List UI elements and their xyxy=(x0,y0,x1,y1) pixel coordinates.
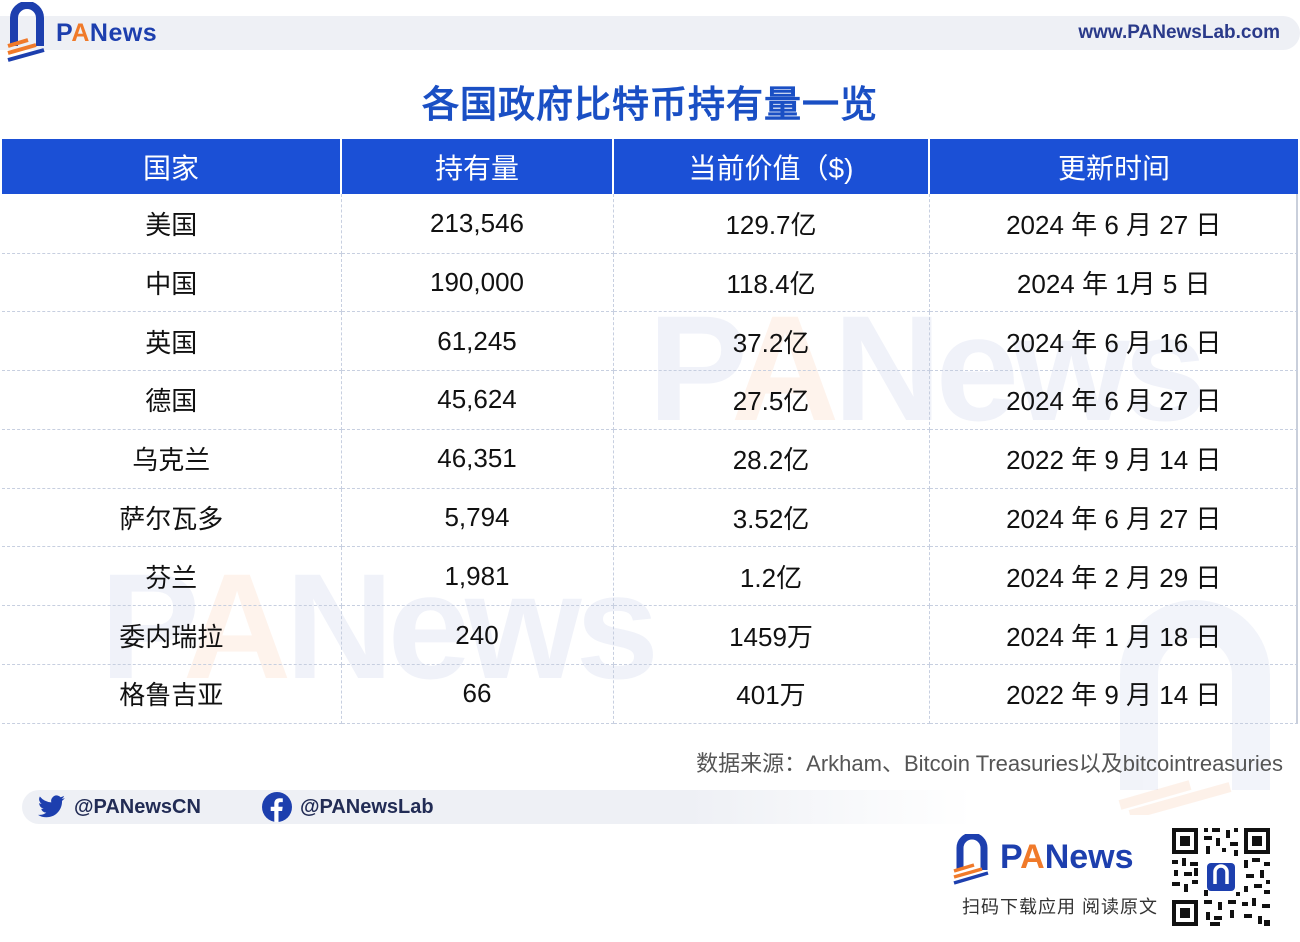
cell-updated: 2024 年 6 月 27 日 xyxy=(929,488,1298,548)
data-source-note: 数据来源：Arkham、Bitcoin Treasuries以及bitcoint… xyxy=(696,751,1283,776)
cell-updated: 2024 年 1月 5 日 xyxy=(929,253,1298,313)
column-header-value: 当前价值（$) xyxy=(613,139,930,194)
table-row: 芬兰 1,981 1.2亿 2024 年 2 月 29 日 xyxy=(2,546,1298,607)
panews-logo-icon xyxy=(953,834,989,885)
cell-updated: 2024 年 6 月 27 日 xyxy=(929,370,1298,430)
cell-value: 118.4亿 xyxy=(613,253,930,313)
facebook-handle: @PANewsLab xyxy=(300,796,434,818)
cell-country: 中国 xyxy=(2,253,342,313)
brand-letter-p: P xyxy=(1000,838,1021,876)
cell-value: 1.2亿 xyxy=(613,546,930,607)
cell-holdings: 61,245 xyxy=(341,311,614,372)
cell-holdings: 66 xyxy=(341,664,614,724)
cell-country: 德国 xyxy=(2,370,342,430)
cell-value: 37.2亿 xyxy=(613,311,930,372)
site-url[interactable]: www.PANewsLab.com xyxy=(1078,22,1280,43)
table-row: 萨尔瓦多 5,794 3.52亿 2024 年 6 月 27 日 xyxy=(2,488,1298,548)
cell-holdings: 46,351 xyxy=(341,429,614,489)
panews-logo-icon xyxy=(7,2,45,62)
facebook-icon xyxy=(262,792,292,822)
cell-value: 401万 xyxy=(613,664,930,724)
cell-country: 乌克兰 xyxy=(2,429,342,489)
column-header-holdings: 持有量 xyxy=(341,139,614,194)
cell-country: 芬兰 xyxy=(2,546,342,607)
top-header-bar xyxy=(0,16,1300,50)
cell-holdings: 5,794 xyxy=(341,488,614,548)
twitter-link[interactable]: @PANewsCN xyxy=(38,790,201,824)
cell-value: 1459万 xyxy=(613,605,930,666)
holdings-table: 国家 持有量 当前价值（$) 更新时间 美国 213,546 129.7亿 20… xyxy=(2,139,1298,724)
table-row: 中国 190,000 118.4亿 2024 年 1月 5 日 xyxy=(2,253,1298,313)
cell-country: 格鲁吉亚 xyxy=(2,664,342,724)
header-brand: PANews xyxy=(56,16,157,50)
social-bar xyxy=(22,790,972,824)
cell-country: 委内瑞拉 xyxy=(2,605,342,666)
column-header-country: 国家 xyxy=(2,139,342,194)
cell-value: 129.7亿 xyxy=(613,194,930,254)
table-row: 美国 213,546 129.7亿 2024 年 6 月 27 日 xyxy=(2,194,1298,254)
cell-country: 美国 xyxy=(2,194,342,254)
footer-brand: PANews xyxy=(1000,838,1134,877)
twitter-handle: @PANewsCN xyxy=(74,796,201,818)
cell-updated: 2022 年 9 月 14 日 xyxy=(929,664,1298,724)
table-row: 委内瑞拉 240 1459万 2024 年 1 月 18 日 xyxy=(2,605,1298,666)
table-header-row: 国家 持有量 当前价值（$) 更新时间 xyxy=(2,139,1298,194)
facebook-link[interactable]: @PANewsLab xyxy=(262,790,434,824)
footer-caption: 扫码下载应用 阅读原文 xyxy=(962,897,1158,917)
cell-holdings: 45,624 xyxy=(341,370,614,430)
brand-letter-a: A xyxy=(71,19,90,47)
cell-value: 28.2亿 xyxy=(613,429,930,489)
cell-value: 3.52亿 xyxy=(613,488,930,548)
cell-country: 萨尔瓦多 xyxy=(2,488,342,548)
cell-holdings: 240 xyxy=(341,605,614,666)
page-title: 各国政府比特币持有量一览 xyxy=(422,84,878,125)
table-row: 格鲁吉亚 66 401万 2022 年 9 月 14 日 xyxy=(2,664,1298,724)
twitter-icon xyxy=(38,795,65,818)
brand-letter-a: A xyxy=(1020,838,1045,876)
brand-rest: News xyxy=(1044,838,1134,876)
cell-holdings: 213,546 xyxy=(341,194,614,254)
cell-updated: 2024 年 1 月 18 日 xyxy=(929,605,1298,666)
cell-updated: 2024 年 2 月 29 日 xyxy=(929,546,1298,607)
brand-letter-p: P xyxy=(56,19,72,47)
table-row: 英国 61,245 37.2亿 2024 年 6 月 16 日 xyxy=(2,311,1298,372)
cell-updated: 2024 年 6 月 16 日 xyxy=(929,311,1298,372)
brand-rest: News xyxy=(89,19,158,47)
cell-country: 英国 xyxy=(2,311,342,372)
cell-value: 27.5亿 xyxy=(613,370,930,430)
cell-updated: 2024 年 6 月 27 日 xyxy=(929,194,1298,254)
qr-code-icon[interactable] xyxy=(1170,826,1272,928)
column-header-updated: 更新时间 xyxy=(929,139,1298,194)
cell-updated: 2022 年 9 月 14 日 xyxy=(929,429,1298,489)
table-row: 乌克兰 46,351 28.2亿 2022 年 9 月 14 日 xyxy=(2,429,1298,489)
cell-holdings: 190,000 xyxy=(341,253,614,313)
cell-holdings: 1,981 xyxy=(341,546,614,607)
table-row: 德国 45,624 27.5亿 2024 年 6 月 27 日 xyxy=(2,370,1298,430)
